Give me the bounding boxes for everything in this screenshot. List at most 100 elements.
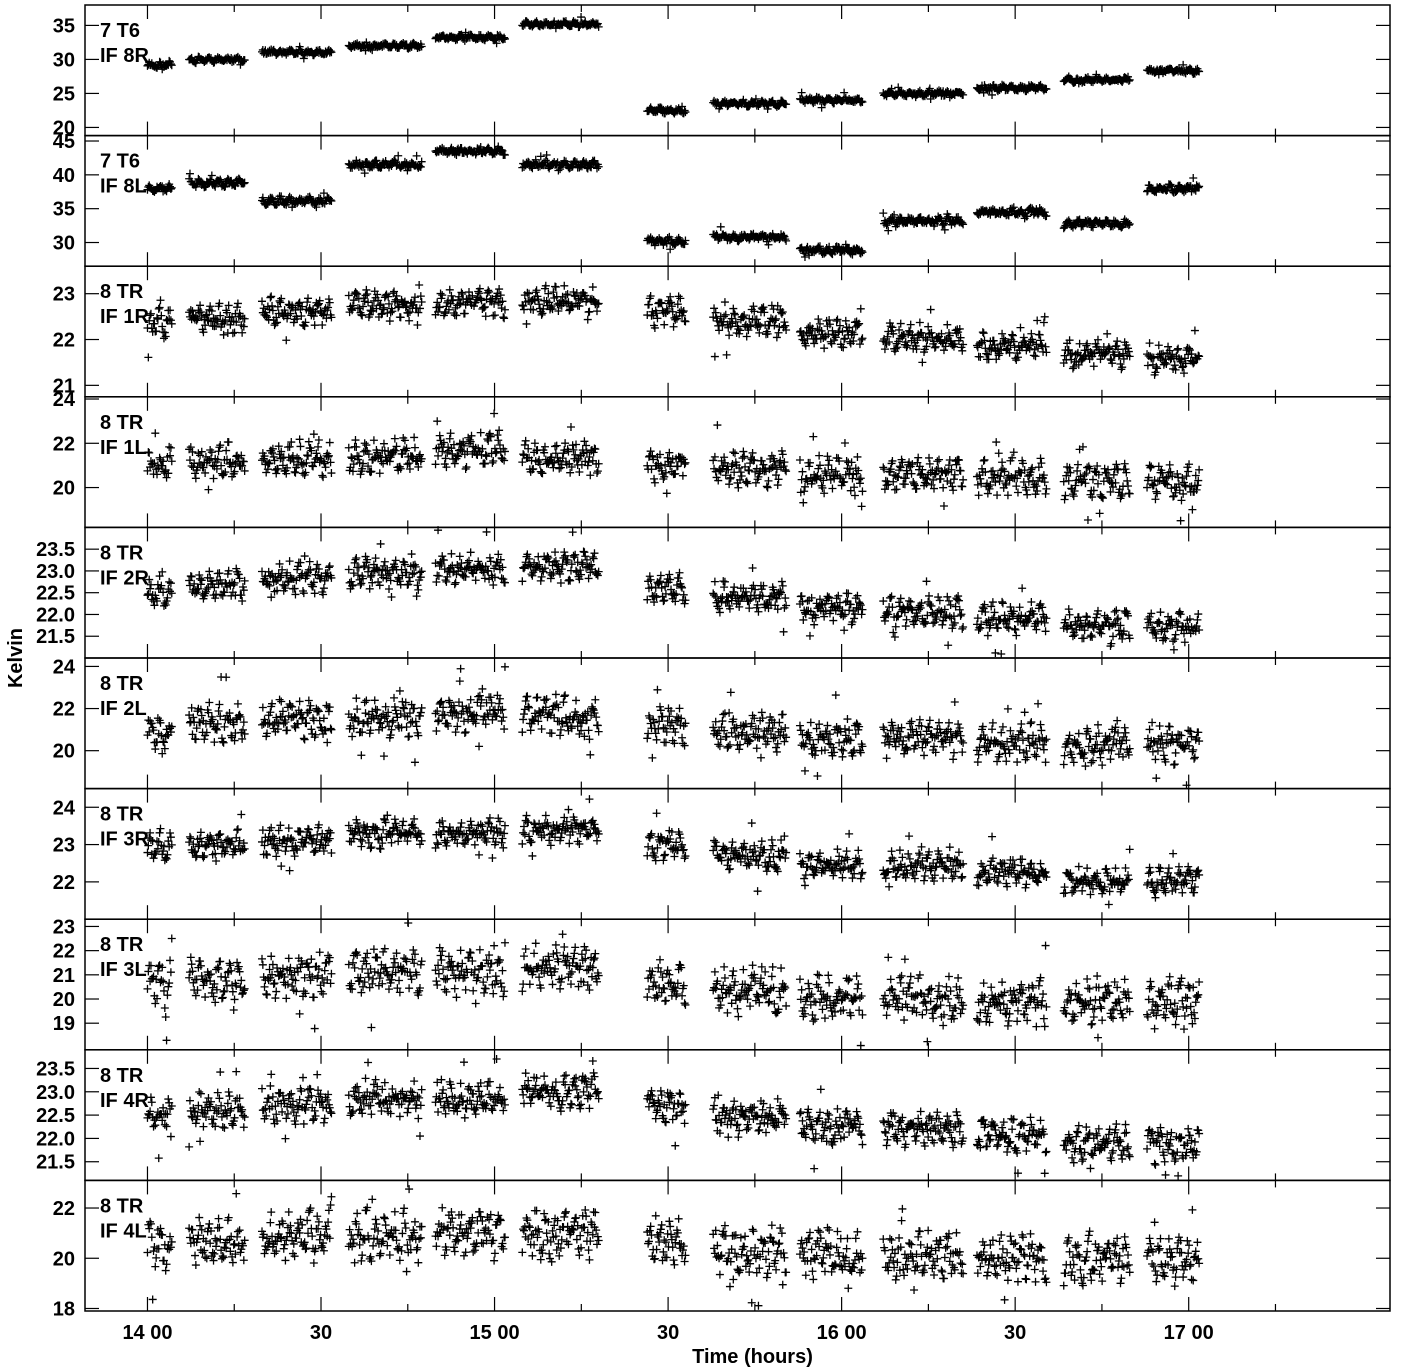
data-point bbox=[797, 592, 806, 601]
data-point bbox=[462, 463, 471, 472]
data-point bbox=[538, 469, 547, 478]
data-point bbox=[216, 441, 225, 450]
data-point bbox=[959, 475, 968, 484]
data-point bbox=[568, 528, 577, 537]
data-point bbox=[710, 577, 719, 586]
data-point bbox=[939, 346, 948, 355]
data-point bbox=[495, 285, 504, 294]
data-point bbox=[431, 460, 440, 469]
data-point bbox=[186, 572, 195, 581]
data-point bbox=[777, 309, 786, 318]
data-point bbox=[588, 283, 597, 292]
data-point bbox=[674, 574, 683, 583]
data-point bbox=[407, 550, 416, 559]
data-point bbox=[219, 330, 228, 339]
y-tick-label: 35 bbox=[53, 199, 75, 221]
data-point bbox=[775, 101, 784, 110]
data-point bbox=[592, 307, 601, 316]
data-point bbox=[957, 610, 966, 619]
data-point bbox=[887, 592, 896, 601]
data-point bbox=[165, 577, 174, 586]
data-point bbox=[445, 285, 454, 294]
data-point bbox=[1039, 318, 1048, 327]
data-point bbox=[416, 292, 425, 301]
data-series bbox=[143, 142, 1204, 261]
data-point bbox=[858, 487, 867, 496]
data-point bbox=[828, 484, 837, 493]
data-point bbox=[258, 297, 267, 306]
data-point bbox=[1033, 316, 1042, 325]
data-point bbox=[998, 329, 1007, 338]
data-point bbox=[488, 458, 497, 467]
data-point bbox=[1028, 463, 1037, 472]
data-point bbox=[725, 474, 734, 483]
data-point bbox=[925, 591, 934, 600]
y-tick-label: 23.5 bbox=[36, 539, 75, 561]
data-point bbox=[1065, 610, 1074, 619]
data-point bbox=[272, 469, 281, 478]
data-point bbox=[492, 39, 501, 48]
data-point bbox=[351, 436, 360, 445]
data-point bbox=[1015, 603, 1024, 612]
data-point bbox=[815, 451, 824, 460]
data-point bbox=[926, 94, 935, 103]
data-point bbox=[651, 108, 660, 117]
data-point bbox=[560, 281, 569, 290]
data-point bbox=[156, 296, 165, 305]
data-point bbox=[436, 289, 445, 298]
data-point bbox=[228, 329, 237, 338]
data-point bbox=[460, 309, 469, 318]
data-point bbox=[979, 456, 988, 465]
data-point bbox=[532, 286, 541, 295]
data-point bbox=[500, 34, 509, 43]
data-point bbox=[579, 547, 588, 556]
data-point bbox=[207, 171, 216, 180]
data-point bbox=[757, 456, 766, 465]
data-point bbox=[880, 345, 889, 354]
panel-label-telescope: 8 TR bbox=[100, 412, 144, 434]
data-point bbox=[433, 417, 442, 426]
data-point bbox=[413, 581, 422, 590]
data-point bbox=[155, 303, 164, 312]
data-point bbox=[805, 631, 814, 640]
y-tick-label: 40 bbox=[53, 165, 75, 187]
data-point bbox=[551, 24, 560, 33]
data-point bbox=[1189, 173, 1198, 182]
data-point bbox=[556, 578, 565, 587]
data-point bbox=[1013, 488, 1022, 497]
data-point bbox=[196, 451, 205, 460]
data-point bbox=[780, 318, 789, 327]
data-point bbox=[166, 443, 175, 452]
data-point bbox=[930, 343, 939, 352]
data-point bbox=[185, 169, 194, 178]
data-point bbox=[291, 468, 300, 477]
data-point bbox=[782, 100, 791, 109]
data-point bbox=[814, 315, 823, 324]
data-point bbox=[391, 556, 400, 565]
data-point bbox=[498, 454, 507, 463]
data-point bbox=[285, 557, 294, 566]
data-point bbox=[853, 452, 862, 461]
data-point bbox=[405, 316, 414, 325]
data-point bbox=[441, 454, 450, 463]
data-point bbox=[547, 570, 556, 579]
data-point bbox=[1121, 465, 1130, 474]
data-point bbox=[925, 453, 934, 462]
data-point bbox=[396, 313, 405, 322]
data-series bbox=[143, 13, 1204, 118]
data-point bbox=[710, 591, 719, 600]
data-point bbox=[825, 456, 834, 465]
data-point bbox=[674, 292, 683, 301]
data-point bbox=[590, 549, 599, 558]
data-point bbox=[379, 439, 388, 448]
data-point bbox=[979, 329, 988, 338]
panel-label-if: IF 2R bbox=[100, 567, 149, 589]
data-point bbox=[404, 44, 413, 53]
data-point bbox=[585, 307, 594, 316]
y-tick-label: 22 bbox=[53, 330, 75, 352]
data-point bbox=[309, 462, 318, 471]
data-point bbox=[326, 47, 335, 56]
data-point bbox=[886, 593, 895, 602]
